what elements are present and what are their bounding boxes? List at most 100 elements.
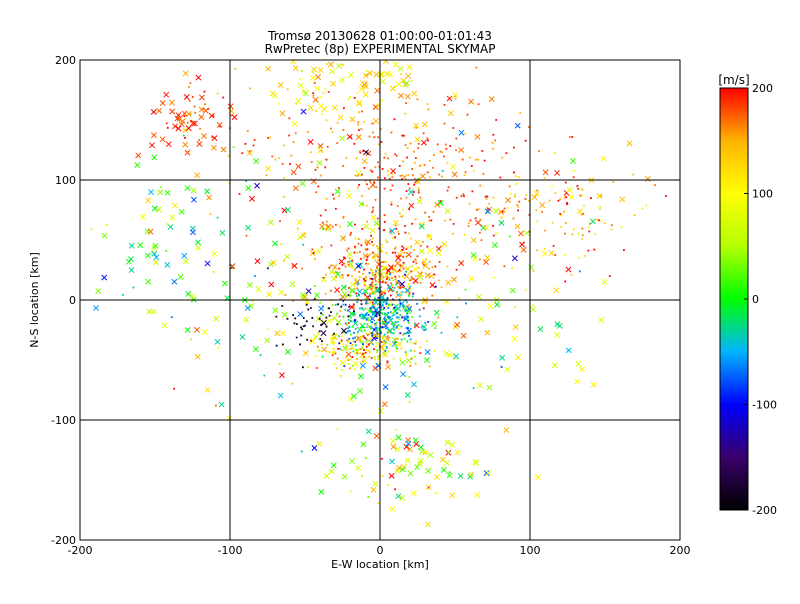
data-point-cross xyxy=(101,274,108,281)
data-point-dot xyxy=(405,317,408,320)
data-point-dot xyxy=(340,368,343,371)
data-point-dot xyxy=(188,86,190,88)
data-point-dot xyxy=(381,168,384,170)
data-point-dot xyxy=(351,364,354,367)
data-point-dot xyxy=(365,332,368,335)
data-point-dot xyxy=(372,275,375,278)
data-point-dot xyxy=(364,276,367,279)
data-point-cross xyxy=(533,190,540,197)
data-point-dot xyxy=(334,303,337,306)
data-point-dot xyxy=(371,301,374,304)
data-point-dot xyxy=(330,311,332,314)
data-point-cross xyxy=(511,335,518,342)
data-point-dot xyxy=(374,166,377,169)
data-point-dot xyxy=(516,204,519,207)
data-point-cross xyxy=(426,233,433,240)
data-point-dot xyxy=(408,271,411,274)
data-point-cross xyxy=(255,286,262,293)
data-point-dot xyxy=(324,209,327,212)
data-point-dot xyxy=(350,320,353,322)
data-point-dot xyxy=(356,332,359,335)
data-point-cross xyxy=(382,60,389,64)
data-point-dot xyxy=(565,222,567,224)
data-point-dot xyxy=(371,274,374,277)
data-point-dot xyxy=(362,317,365,320)
data-point-dot xyxy=(398,232,400,235)
data-point-dot xyxy=(337,347,340,350)
data-point-dot xyxy=(426,245,429,248)
data-point-dot xyxy=(428,159,431,162)
data-point-dot xyxy=(366,220,368,223)
data-point-dot xyxy=(633,214,636,217)
data-point-cross xyxy=(328,61,334,68)
data-point-cross xyxy=(598,317,605,324)
data-point-dot xyxy=(356,92,359,94)
data-point-dot xyxy=(381,291,384,294)
data-point-dot xyxy=(337,187,340,189)
data-point-dot xyxy=(401,316,404,319)
data-point-dot xyxy=(416,255,419,258)
data-point-dot xyxy=(349,358,352,361)
data-point-dot xyxy=(341,274,344,276)
data-point-cross xyxy=(576,208,583,215)
data-point-dot xyxy=(277,102,280,105)
data-point-dot xyxy=(360,299,363,302)
data-point-dot xyxy=(367,317,369,320)
data-point-dot xyxy=(372,131,375,134)
data-point-dot xyxy=(375,315,378,318)
data-point-cross xyxy=(150,108,157,115)
data-point-cross xyxy=(404,457,411,464)
data-point-cross xyxy=(300,294,307,300)
data-point-dot xyxy=(405,196,408,199)
data-point-cross xyxy=(460,332,467,339)
data-point-dot xyxy=(460,195,463,197)
data-point-dot xyxy=(357,121,360,124)
data-point-dot xyxy=(371,240,373,243)
data-point-dot xyxy=(374,273,376,276)
data-point-dot xyxy=(353,97,356,99)
data-point-dot xyxy=(292,299,294,302)
data-point-dot xyxy=(381,348,384,351)
data-point-dot xyxy=(464,288,467,291)
data-point-dot xyxy=(377,136,380,139)
data-point-dot xyxy=(653,184,656,187)
data-point-dot xyxy=(406,156,408,159)
data-point-cross xyxy=(601,278,608,285)
data-point-cross xyxy=(196,141,203,147)
data-point-dot xyxy=(482,172,485,175)
data-point-dot xyxy=(377,362,379,365)
data-point-dot xyxy=(305,303,308,306)
data-point-cross xyxy=(403,80,410,87)
data-point-dot xyxy=(410,341,413,344)
data-point-dot xyxy=(404,225,406,227)
data-point-cross xyxy=(357,373,364,380)
data-point-cross xyxy=(369,227,376,234)
data-point-dot xyxy=(326,343,329,346)
data-point-dot xyxy=(348,330,351,332)
data-point-dot xyxy=(447,186,450,189)
x-axis-label: E-W location [km] xyxy=(331,558,429,571)
data-point-dot xyxy=(502,210,504,213)
data-point-cross xyxy=(330,80,337,87)
data-point-cross xyxy=(290,60,297,65)
data-point-dot xyxy=(394,345,397,348)
data-point-dot xyxy=(394,321,397,324)
data-point-dot xyxy=(373,136,376,139)
data-point-cross xyxy=(372,480,379,487)
data-point-dot xyxy=(408,376,411,378)
data-point-dot xyxy=(397,316,400,319)
data-point-dot xyxy=(387,483,390,486)
data-point-dot xyxy=(368,333,371,336)
data-point-dot xyxy=(369,277,372,280)
data-point-dot xyxy=(383,220,386,223)
data-point-dot xyxy=(358,307,361,310)
data-point-cross xyxy=(220,146,227,153)
data-point-dot xyxy=(253,138,256,141)
data-point-dot xyxy=(479,184,482,187)
data-point-cross xyxy=(175,112,182,119)
data-point-dot xyxy=(375,266,378,269)
data-point-dot xyxy=(319,96,321,99)
data-point-dot xyxy=(381,281,384,284)
data-point-cross xyxy=(279,372,285,379)
data-point-cross xyxy=(359,322,366,329)
